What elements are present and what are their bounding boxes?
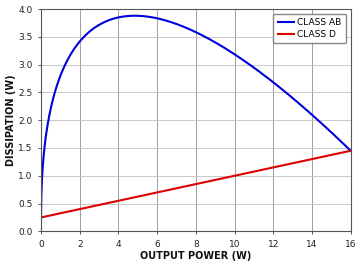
X-axis label: OUTPUT POWER (W): OUTPUT POWER (W) (140, 252, 252, 261)
CLASS AB (164, 19, 169, 22)
CLASS AB (349, 149, 353, 152)
CLASS AB (252, 66, 256, 69)
Line: CLASS AB: CLASS AB (41, 16, 351, 217)
Legend: CLASS AB, CLASS D: CLASS AB, CLASS D (273, 14, 346, 43)
CLASS AB (132, 14, 137, 17)
Y-axis label: DISSIPATION (W): DISSIPATION (W) (5, 74, 16, 166)
CLASS AB (71, 50, 75, 53)
CLASS AB (286, 93, 291, 96)
CLASS AB (39, 216, 43, 219)
CLASS AB (281, 88, 285, 92)
CLASS AB (176, 23, 180, 26)
